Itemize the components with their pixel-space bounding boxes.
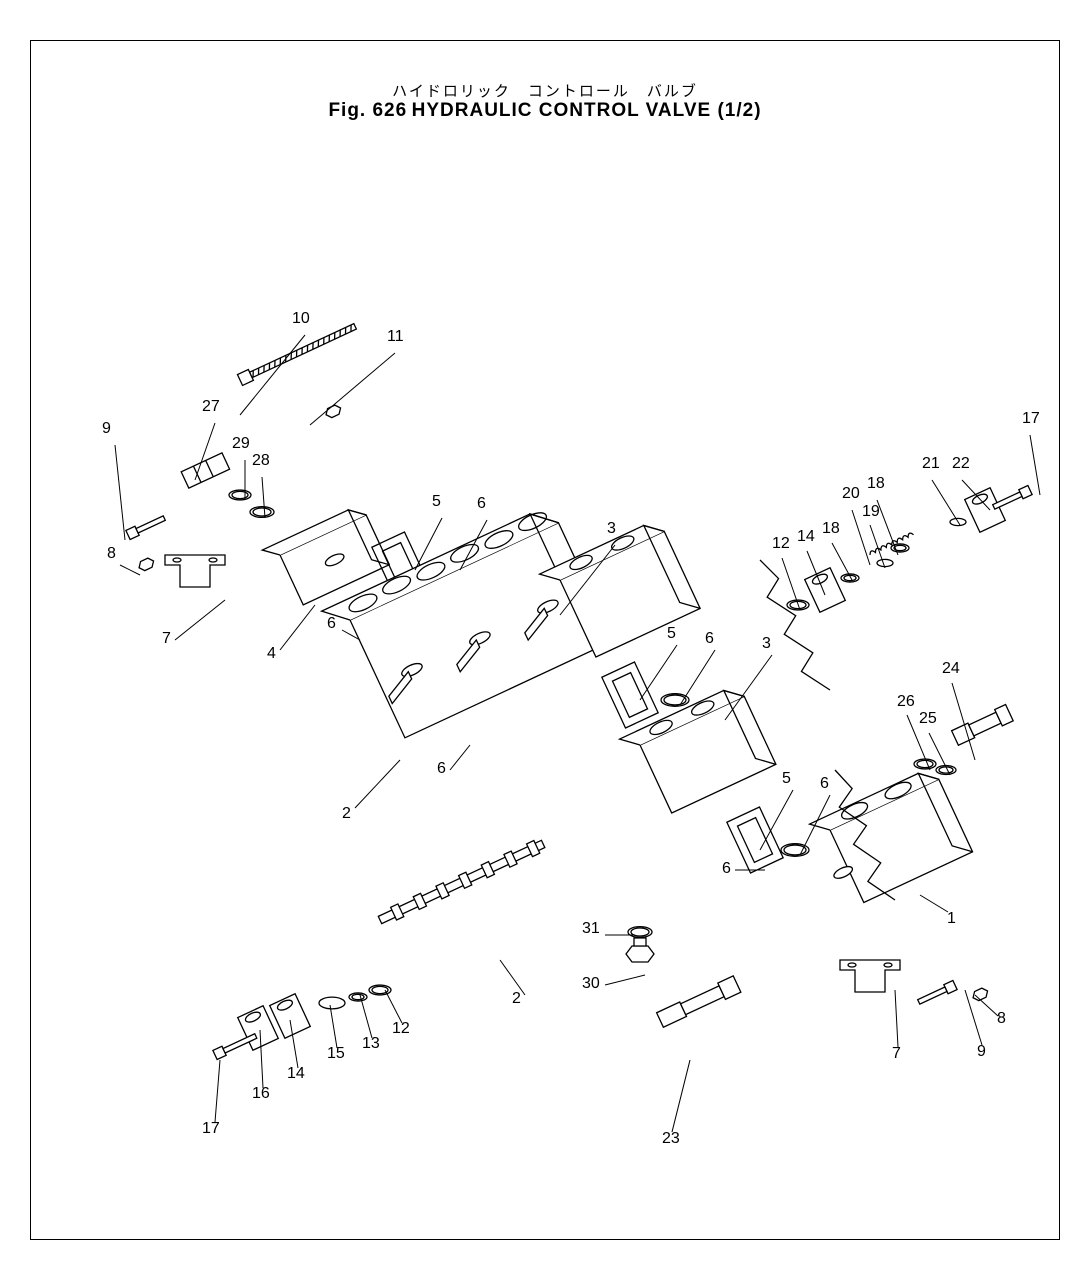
callout-10: 10 <box>292 310 310 328</box>
callout-17: 17 <box>1022 410 1040 428</box>
callout-5: 5 <box>667 625 676 643</box>
callout-24: 24 <box>942 660 960 678</box>
callout-23: 23 <box>662 1130 680 1148</box>
callout-3: 3 <box>607 520 616 538</box>
callout-29: 29 <box>232 435 250 453</box>
callout-28: 28 <box>252 452 270 470</box>
callout-12: 12 <box>392 1020 410 1038</box>
callout-16: 16 <box>252 1085 270 1103</box>
callout-8: 8 <box>107 545 116 563</box>
callout-4: 4 <box>267 645 276 663</box>
callout-11: 11 <box>387 328 404 346</box>
callout-6: 6 <box>820 775 829 793</box>
callout-19: 19 <box>862 503 880 521</box>
diagram-area: 1011279292817222118201918141256386745632… <box>0 0 1090 1281</box>
callout-15: 15 <box>327 1045 345 1063</box>
callout-6: 6 <box>705 630 714 648</box>
callout-6: 6 <box>437 760 446 778</box>
callout-18: 18 <box>867 475 885 493</box>
callout-6: 6 <box>327 615 336 633</box>
callout-7: 7 <box>892 1045 901 1063</box>
callout-2: 2 <box>512 990 521 1008</box>
callout-18: 18 <box>822 520 840 538</box>
callout-14: 14 <box>287 1065 305 1083</box>
callout-2: 2 <box>342 805 351 823</box>
callout-21: 21 <box>922 455 940 473</box>
callout-27: 27 <box>202 398 220 416</box>
callout-22: 22 <box>952 455 970 473</box>
callout-5: 5 <box>432 493 441 511</box>
callout-8: 8 <box>997 1010 1006 1028</box>
callout-14: 14 <box>797 528 815 546</box>
callout-6: 6 <box>477 495 486 513</box>
callout-7: 7 <box>162 630 171 648</box>
callout-9: 9 <box>102 420 111 438</box>
callout-31: 31 <box>582 920 600 938</box>
callout-30: 30 <box>582 975 600 993</box>
callout-13: 13 <box>362 1035 380 1053</box>
callout-17: 17 <box>202 1120 220 1138</box>
callout-3: 3 <box>762 635 771 653</box>
callout-5: 5 <box>782 770 791 788</box>
callout-26: 26 <box>897 693 915 711</box>
callout-9: 9 <box>977 1043 986 1061</box>
callout-12: 12 <box>772 535 790 553</box>
callout-1: 1 <box>947 910 956 928</box>
callout-20: 20 <box>842 485 860 503</box>
callout-25: 25 <box>919 710 937 728</box>
callout-6: 6 <box>722 860 731 878</box>
